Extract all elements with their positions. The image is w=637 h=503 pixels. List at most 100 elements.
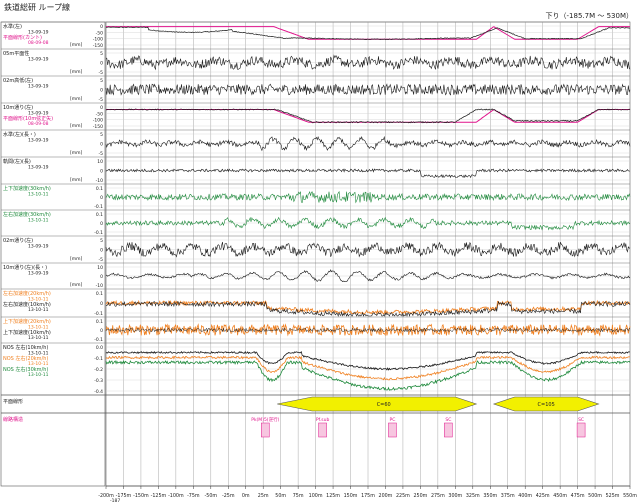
channel-3-tick-0: 0 (100, 105, 103, 111)
channel-11-tick-0: 0.1 (96, 319, 103, 325)
structure-label-3: SC (445, 417, 451, 423)
structure-marker-1 (318, 422, 327, 438)
structures-row: 線路構造 Pk(M)5(逆行) Pf.sub PC SC SC (1, 412, 630, 438)
channel-3-tick-3: -150 (93, 124, 103, 130)
x-tick-label-24: 400m (518, 493, 532, 499)
channel-8-series-1 (105, 241, 631, 258)
x-tick-label-13: 125m (326, 493, 340, 499)
channel-12-tick-4: -0.4 (94, 389, 103, 395)
x-tick-label-6: -50m (205, 493, 218, 499)
channel-10-tick-0: 0.1 (96, 291, 103, 297)
channel-7-series-1 (105, 216, 631, 231)
structure-marker-2 (388, 422, 397, 438)
channel-9-series-1 (105, 269, 631, 283)
channel-date-11: 13-10-11 (28, 325, 49, 331)
channel-7-tick-0: 0.1 (96, 212, 103, 218)
channel-label-1: 05m平面性 (3, 50, 29, 57)
channel-0-tick-2: -100 (93, 37, 103, 43)
channel-label-7: 左右加速度(30km/h) (3, 211, 51, 218)
channel-8: 02m通り(左)13-09-19 [mm] 5 0 -5 (1, 235, 631, 263)
alignment-curve-1 (492, 396, 600, 412)
channel-unit-9: [mm] (70, 282, 83, 288)
x-tick-label-25: 425m (536, 493, 550, 499)
channel-1-series-1 (105, 54, 631, 71)
channel-4-series-1 (105, 135, 631, 152)
channel-label-4: 水準(左)(長・) (3, 131, 36, 138)
structure-marker-0 (261, 422, 270, 438)
x-tick-label-20: 300m (448, 493, 462, 499)
channel-6-tick-2: -0.1 (94, 204, 103, 210)
channel-label-0: 水準(左) (3, 23, 22, 30)
channel-unit-4: [mm] (70, 150, 83, 156)
x-tick-label-15: 175m (361, 493, 375, 499)
channel-label-2: 02m高低(左) (3, 77, 33, 84)
x-tick-label-28: 500m (588, 493, 602, 499)
channel-5-series-1 (105, 168, 631, 179)
channel-12-tick-1: -0.1 (94, 356, 103, 362)
channel-label2-3: 平面線形(10m弦正矢) (3, 115, 53, 122)
channel-7-tick-1: 0 (100, 221, 103, 227)
channel-label-12: NOS 左右(10km/h) (3, 344, 48, 351)
channel-7-tick-2: -0.1 (94, 230, 103, 236)
channel-9-tick-2: -10 (96, 283, 103, 289)
channel-label2-0: 平面線形(カント) (3, 34, 42, 41)
label-column-frame (0, 21, 106, 487)
channel-11-tick-2: -0.1 (94, 337, 103, 343)
channel-6: 上下加速度(30km/h)13-10-11 0.1 0 -0.1 (1, 183, 631, 210)
channel-5: 軌間(左)(長)13-09-19 [mm] 10 0 -10 (1, 156, 631, 184)
x-tick-label-27: 475m (571, 493, 585, 499)
channel-unit-3: [mm] (70, 123, 83, 129)
x-tick-label-3: -125m (151, 493, 167, 499)
channel-10-tick-1: 0 (100, 301, 103, 307)
channel-12-series-3 (105, 360, 631, 391)
channel-date3-12: 13-10-11 (28, 372, 49, 378)
structures-label: 線路構造 (3, 416, 23, 423)
channel-date-0: 13-09-19 (28, 30, 49, 36)
channel-label-9: 10m通り(左)(長・) (3, 264, 47, 271)
x-tick-label-29: 525m (606, 493, 620, 499)
channel-12-tick-0: 0.0 (96, 345, 103, 351)
channel-6-series-1 (105, 190, 631, 204)
x-tick-label-17: 225m (396, 493, 410, 499)
channel-0-series-1 (105, 26, 631, 41)
channel-4: 水準(左)(長・)13-09-19 [mm] 5 0 -5 (1, 129, 631, 157)
channel-8-tick-0: 5 (100, 238, 103, 244)
channel-4-tick-1: 0 (100, 142, 103, 148)
channel-label2-11: 上下加速度(10km/h) (3, 329, 51, 336)
channel-12-tick-2: -0.2 (94, 367, 103, 373)
x-tick-label-14: 150m (344, 493, 358, 499)
channel-9-tick-0: 10 (97, 265, 103, 271)
channel-9-tick-1: 0 (100, 274, 103, 280)
channel-12-tick-3: -0.3 (94, 378, 103, 384)
channel-2: 02m高低(左)13-09-19 [mm] 5 0 -5 (1, 75, 631, 103)
channel-0-tick-1: -50 (96, 30, 103, 36)
channel-date2-10: 13-10-11 (28, 307, 49, 313)
structure-label-2: PC (390, 417, 396, 423)
channel-9: 10m通り(左)(長・)13-09-19 [mm] 10 0 -10 (1, 262, 631, 289)
channel-0-tick-3: -150 (93, 43, 103, 49)
channel-3-series-1 (105, 108, 631, 124)
channel-10-tick-2: -0.1 (94, 311, 103, 317)
x-tick-label-30: 550m (623, 493, 637, 499)
channel-10: 左右加速度(20km/h)13-10-11左右加速度(10km/h)13-10-… (1, 288, 631, 318)
channel-date-5: 13-09-19 (28, 165, 49, 171)
channel-3-tick-2: -100 (93, 118, 103, 124)
channel-11-tick-1: 0 (100, 328, 103, 334)
alignment-curve-label-0: C=60 (377, 402, 391, 408)
structure-label-1: Pf.sub (316, 417, 330, 423)
channel-1-tick-2: -5 (99, 70, 104, 76)
report-title: 鉄道総研 ループ線 (4, 2, 70, 12)
channel-5-tick-1: 0 (100, 169, 103, 175)
channel-8-tick-1: 0 (100, 248, 103, 254)
channel-label2-10: 左右加速度(10km/h) (3, 301, 51, 308)
channel-date-7: 13-10-11 (28, 218, 49, 224)
channel-11-series-2 (105, 327, 631, 333)
alignment-curve-label-1: C=105 (538, 402, 555, 408)
channel-0-tick-0: 0 (100, 24, 103, 30)
channel-date-2: 13-09-19 (28, 84, 49, 90)
channel-2-series-1 (105, 83, 631, 96)
channel-label3-12: NOS 左右(30km/h) (3, 366, 48, 373)
channel-date-10: 13-10-11 (28, 297, 49, 303)
structure-label-4: SC (578, 417, 584, 423)
x-tick-label-18: 250m (413, 493, 427, 499)
